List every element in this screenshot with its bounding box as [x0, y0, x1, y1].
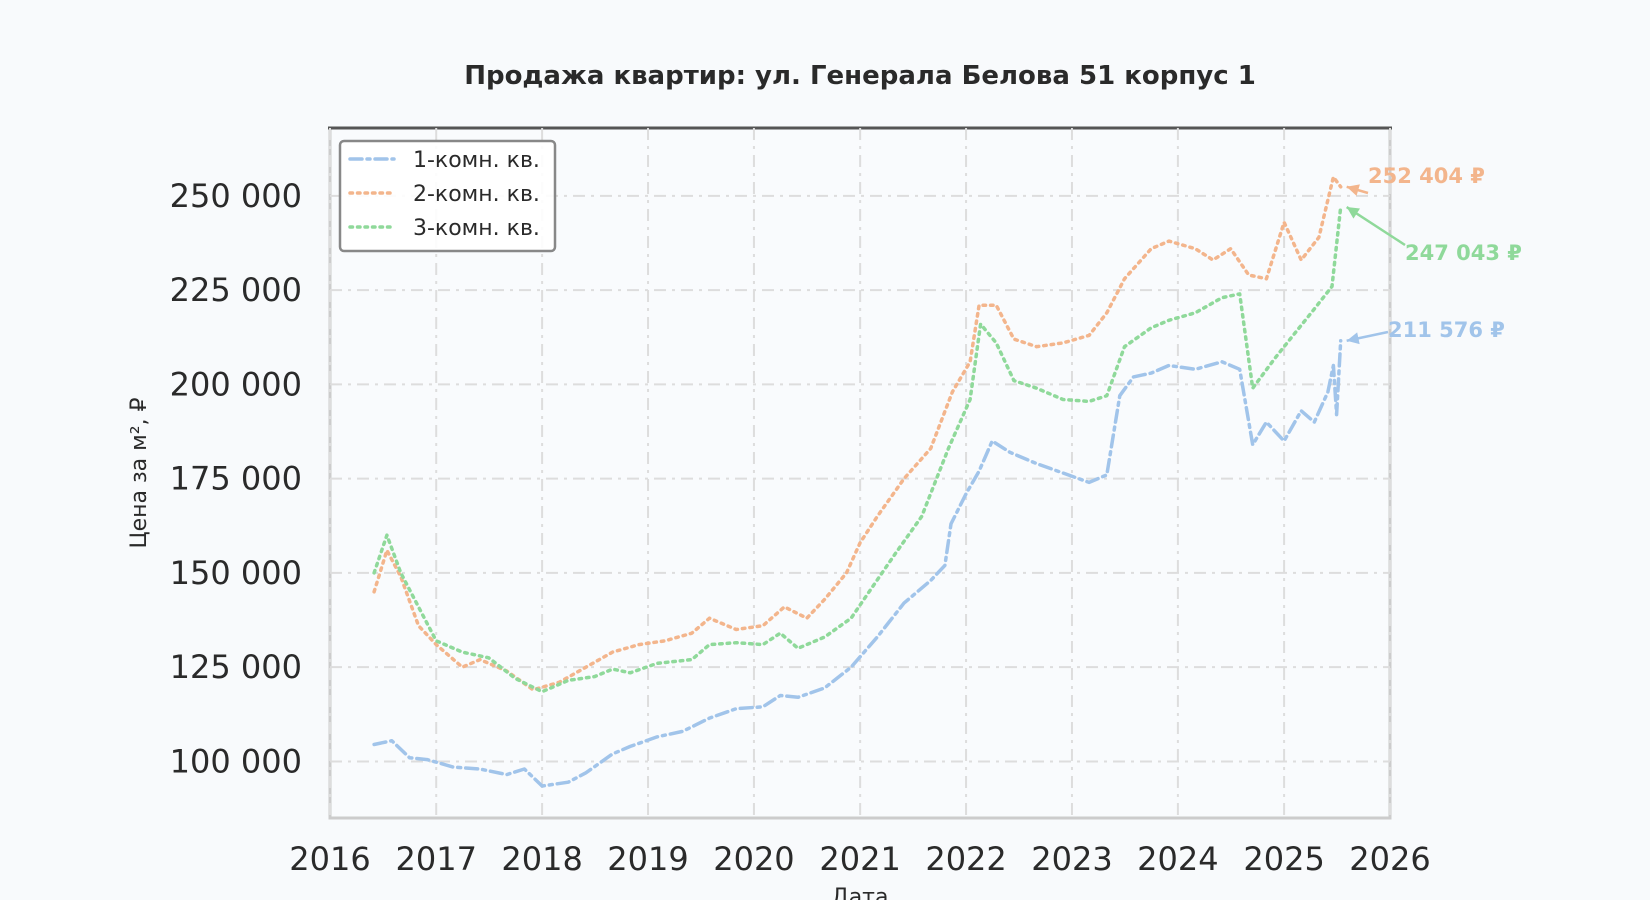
- x-tick-label: 2022: [925, 840, 1006, 878]
- series-lines: [372, 175, 1343, 788]
- x-tick-label: 2024: [1137, 840, 1218, 878]
- end-value-label: 211 576 ₽: [1388, 318, 1505, 342]
- series-line-1: [372, 338, 1343, 788]
- x-axis-label: Дата: [832, 885, 889, 900]
- y-tick-label: 150 000: [170, 554, 302, 592]
- x-tick-label: 2025: [1243, 840, 1324, 878]
- end-label-arrowhead: [1346, 207, 1361, 219]
- y-tick-label: 175 000: [170, 460, 302, 498]
- end-value-label: 252 404 ₽: [1368, 164, 1485, 188]
- x-tick-label: 2018: [501, 840, 582, 878]
- series-line-3: [372, 205, 1343, 694]
- y-tick-label: 125 000: [170, 648, 302, 686]
- legend-entry: 2-комн. кв.: [413, 182, 540, 207]
- y-tick-label: 225 000: [170, 271, 302, 309]
- end-label-arrowhead: [1346, 332, 1360, 345]
- x-tick-label: 2026: [1349, 840, 1430, 878]
- x-tick-label: 2021: [819, 840, 900, 878]
- end-value-label: 247 043 ₽: [1405, 241, 1522, 265]
- legend-entry: 3-комн. кв.: [413, 216, 540, 241]
- series-line-2: [372, 175, 1343, 692]
- y-axis-label: Цена за м², ₽: [127, 397, 152, 548]
- x-tick-label: 2019: [607, 840, 688, 878]
- x-axis-ticks: 2016 2017 2018 2019 2020 2021 2022 2023 2024 2025…: [289, 840, 1430, 878]
- y-tick-label: 200 000: [170, 365, 302, 403]
- x-tick-label: 2017: [395, 840, 476, 878]
- end-labels: 211 576 ₽ 252 404 ₽ 247 043 ₽: [1345, 164, 1522, 345]
- x-tick-label: 2023: [1031, 840, 1112, 878]
- chart-title: Продажа квартир: ул. Генерала Белова 51 …: [464, 61, 1256, 91]
- legend-entry: 1-комн. кв.: [413, 148, 540, 173]
- y-axis-ticks: 100 000 125 000 150 000 175 000 200 000 225 0…: [170, 177, 302, 781]
- y-tick-label: 250 000: [170, 177, 302, 215]
- x-tick-label: 2020: [713, 840, 794, 878]
- x-tick-label: 2016: [289, 840, 370, 878]
- y-tick-label: 100 000: [170, 742, 302, 780]
- legend-box: [338, 139, 557, 253]
- end-label-arrowhead: [1346, 184, 1360, 196]
- legend: 1-комн. кв. 2-комн. кв. 3-комн. кв.: [338, 139, 557, 253]
